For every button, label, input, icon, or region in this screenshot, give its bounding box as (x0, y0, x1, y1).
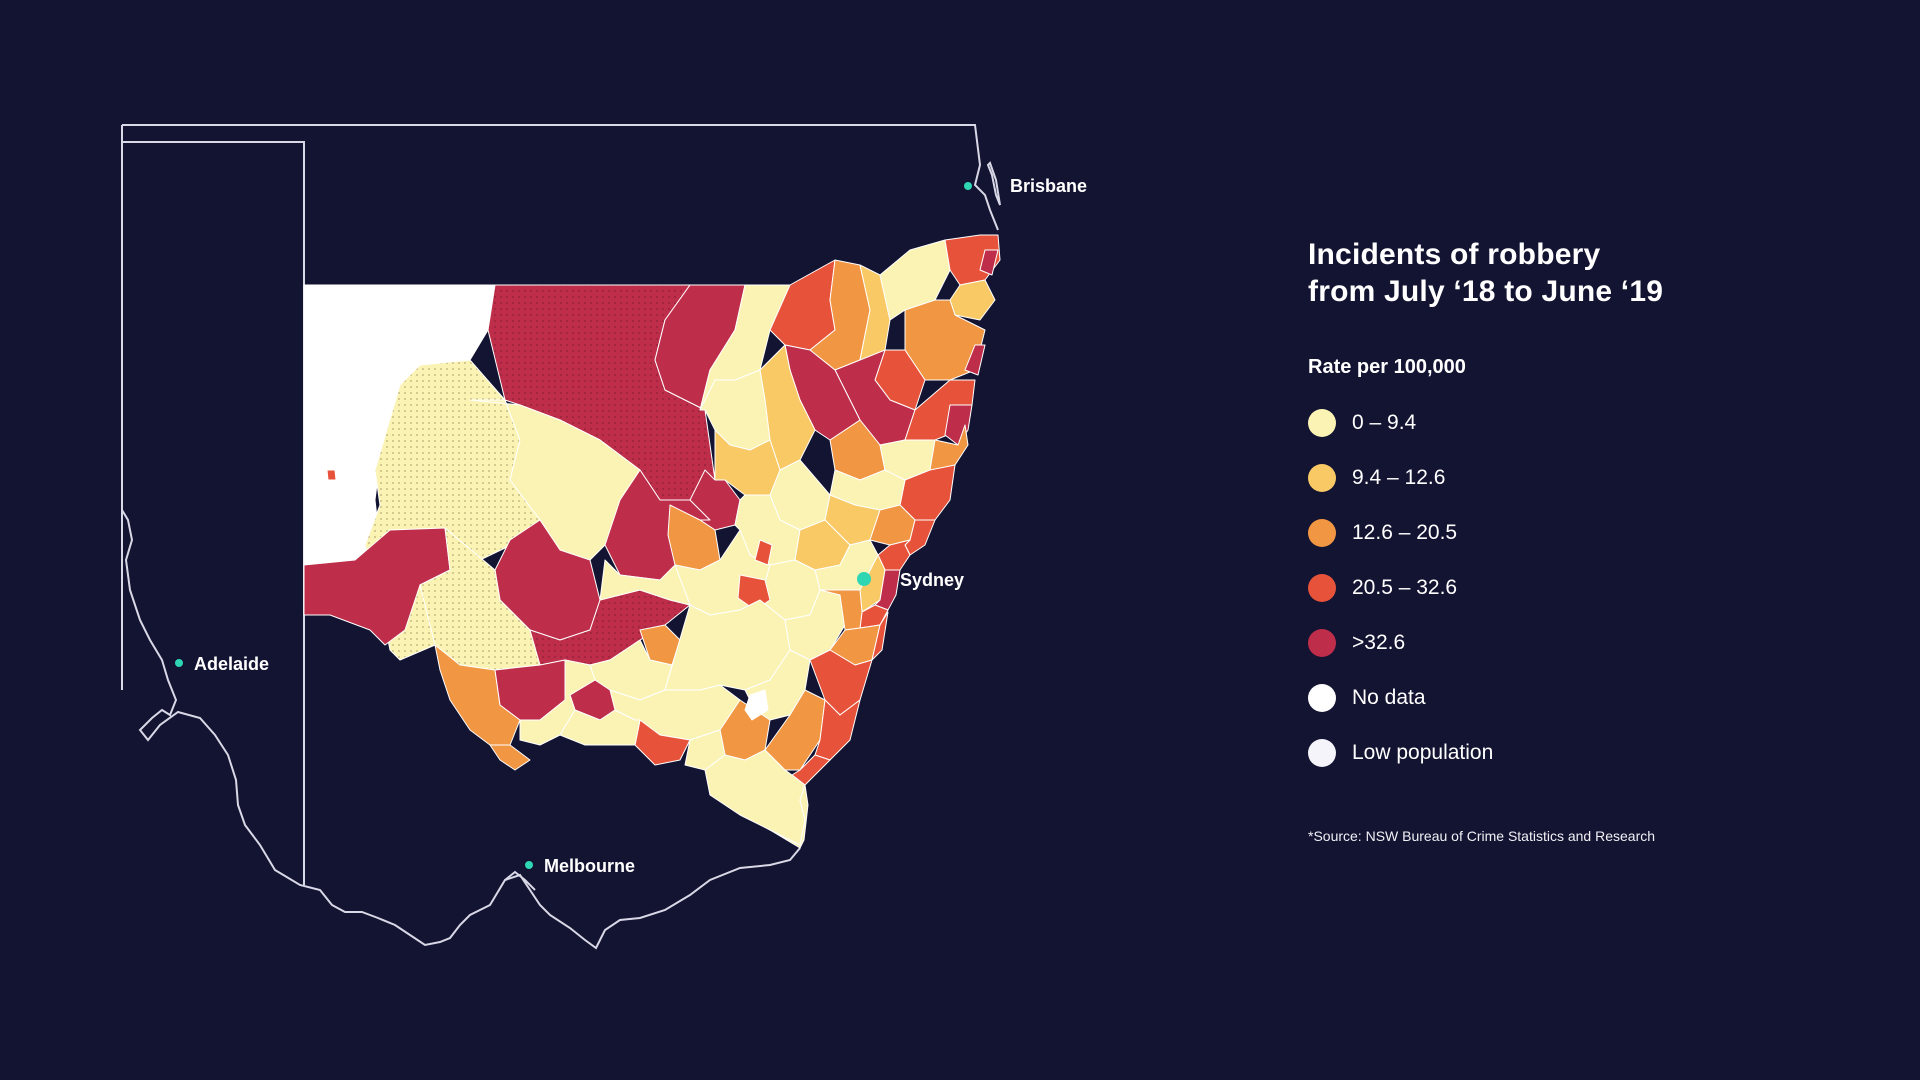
legend-item-label: Low population (1352, 740, 1494, 764)
region-mid-north-coast-dark-red (944, 404, 973, 446)
adelaide-label: Adelaide (194, 654, 269, 674)
brisbane-marker (964, 182, 972, 190)
region-northern-rivers-yellow (879, 239, 951, 321)
legend-item: 0 – 9.4 (1308, 408, 1828, 437)
region-orange-red (754, 539, 773, 566)
legend-item: >32.6 (1308, 628, 1828, 657)
legend-title-line-2: from July ‘18 to June ‘19 (1308, 275, 1664, 308)
legend-item: 9.4 – 12.6 (1308, 463, 1828, 492)
legend-item-label: No data (1352, 685, 1426, 709)
legend-item: No data (1308, 683, 1828, 712)
swatch-9-12-icon (1308, 463, 1336, 492)
swatch-no-data-icon (1308, 683, 1336, 712)
region-south-east-yellow (769, 784, 809, 849)
region-far-south-west-orange (489, 744, 531, 771)
region-eurobodalla-red (814, 699, 861, 761)
victoria-coastline (504, 870, 536, 891)
sa-inner-border-line (122, 141, 305, 885)
legend: Incidents of robbery from July ‘18 to Ju… (1308, 236, 1828, 844)
legend-items: 0 – 9.4 9.4 – 12.6 12.6 – 20.5 20.5 – 32… (1308, 408, 1828, 767)
legend-item-label: 12.6 – 20.5 (1352, 520, 1458, 544)
melbourne-marker (525, 861, 533, 869)
legend-item: 12.6 – 20.5 (1308, 518, 1828, 547)
legend-item-label: 20.5 – 32.6 (1352, 575, 1458, 599)
region-broken-hill (303, 527, 451, 646)
legend-item: Low population (1308, 738, 1828, 767)
legend-title-line-1: Incidents of robbery (1308, 238, 1601, 271)
swatch-20-32-icon (1308, 573, 1336, 602)
sydney-marker (857, 572, 871, 586)
region-warren-red (689, 469, 741, 531)
legend-item-label: 0 – 9.4 (1352, 410, 1417, 434)
legend-subtitle: Rate per 100,000 (1308, 356, 1466, 378)
adelaide-marker (175, 659, 183, 667)
region-central-west-a (469, 399, 641, 561)
sydney-label: Sydney (900, 570, 964, 590)
region-coast-red-b (964, 344, 986, 376)
swatch-12-20-icon (1308, 518, 1336, 547)
legend-item-label: 9.4 – 12.6 (1352, 465, 1446, 489)
brisbane-label: Brisbane (1010, 176, 1087, 196)
qld-border-line (122, 124, 999, 231)
brisbane-coast-line (986, 161, 1001, 206)
region-small-red-island (326, 469, 337, 481)
legend-title: Incidents of robbery from July ‘18 to Ju… (1308, 236, 1828, 310)
region-byron-amber (949, 279, 996, 321)
region-wollongong-red (871, 611, 889, 661)
city-markers: Brisbane Sydney Adelaide Melbourne (175, 176, 1087, 876)
swatch-low-population-icon (1308, 738, 1336, 767)
legend-item: 20.5 – 32.6 (1308, 573, 1828, 602)
region-murray-yellow (519, 659, 596, 746)
legend-item-label: >32.6 (1352, 630, 1406, 654)
swatch-0-9-icon (1308, 408, 1336, 437)
melbourne-label: Melbourne (544, 856, 635, 876)
region-act-white (744, 689, 769, 721)
region-lismore-red (979, 249, 999, 276)
state-borders (121, 124, 1001, 950)
region-murray-yellow-b (559, 709, 641, 746)
nsw-regions (303, 234, 1001, 849)
region-riverina-yellow (664, 599, 791, 691)
source-note: *Source: NSW Bureau of Crime Statistics … (1308, 828, 1656, 844)
swatch-over-32-icon (1308, 628, 1336, 657)
nsw-choropleth-map: Brisbane Sydney Adelaide Melbourne (121, 124, 1087, 950)
sa-coastline (121, 509, 801, 950)
